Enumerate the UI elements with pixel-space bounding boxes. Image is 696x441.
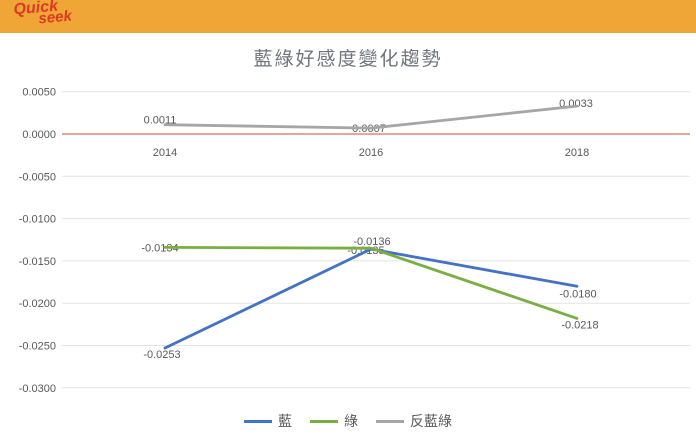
legend-item-gray: 反藍綠 [376, 411, 452, 431]
series-line-綠 [163, 245, 579, 320]
brand-banner: Quick seek [0, 0, 696, 33]
y-tick-label: -0.0300 [19, 383, 56, 395]
legend-label-blue: 藍 [278, 413, 292, 429]
chart-title: 藍綠好感度變化趨勢 [253, 49, 443, 70]
gray-line-swatch-icon [376, 419, 404, 423]
y-tick-label: -0.0150 [19, 256, 56, 268]
y-tick-label: -0.0200 [19, 298, 56, 310]
y-tick-label: -0.0100 [19, 214, 56, 226]
y-tick-label: 0.0050 [22, 87, 56, 99]
x-tick-label: 2014 [153, 147, 177, 159]
legend-item-green: 綠 [310, 411, 358, 431]
legend-label-green: 綠 [344, 413, 358, 429]
blue-line-swatch-icon [244, 419, 272, 423]
green-line-swatch-icon [310, 419, 338, 423]
legend-label-gray: 反藍綠 [410, 413, 452, 429]
y-tick-label: 0.0000 [22, 129, 56, 141]
data-label-藍-2018: -0.0180 [559, 288, 596, 300]
x-tick-label: 2016 [359, 147, 383, 159]
data-label-綠-2018: -0.0218 [561, 319, 598, 331]
data-label-藍-2014: -0.0253 [143, 349, 180, 361]
y-tick-label: -0.0250 [19, 341, 56, 353]
data-label-藍-2016: -0.0136 [353, 236, 390, 248]
y-tick-label: -0.0050 [19, 171, 56, 183]
x-tick-label: 2018 [565, 147, 589, 159]
legend-item-blue: 藍 [244, 411, 292, 431]
chart-legend: 藍 綠 反藍綠 [0, 411, 696, 431]
series-line-反藍綠 [163, 104, 579, 130]
data-label-綠-2014: -0.0134 [141, 242, 178, 254]
